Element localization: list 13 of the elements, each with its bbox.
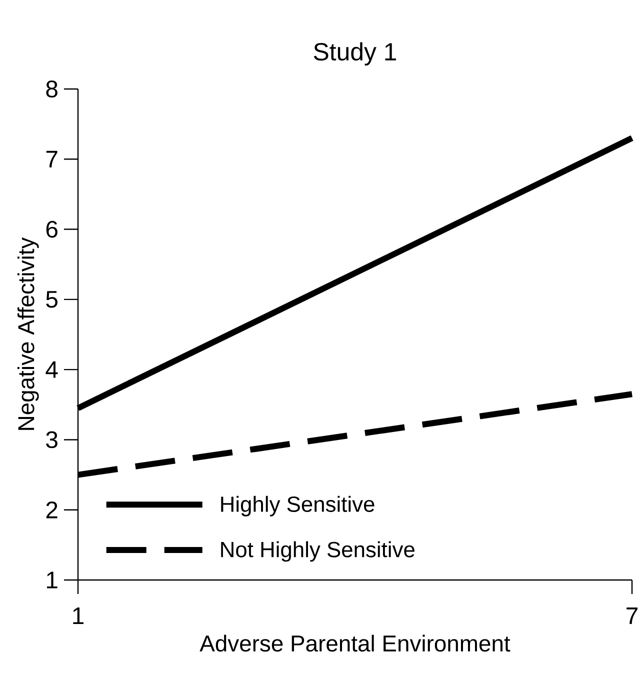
legend-label: Highly Sensitive	[221, 496, 374, 516]
y-axis-title: Negative Affectivity	[17, 237, 39, 430]
y-tick-label: 1	[47, 572, 58, 588]
y-tick-label: 7	[46, 150, 58, 168]
y-tick-label: 6	[46, 220, 58, 238]
chart-title: Study 1	[314, 42, 396, 66]
y-tick-label: 2	[46, 502, 58, 518]
y-tick-label: 5	[46, 291, 58, 308]
x-axis-title: Adverse Parental Environment	[200, 634, 510, 652]
legend-label: Not Highly Sensitive	[221, 541, 414, 562]
y-tick-label: 4	[46, 361, 58, 378]
y-tick-label: 3	[46, 431, 58, 448]
y-tick-label: 8	[46, 80, 58, 98]
